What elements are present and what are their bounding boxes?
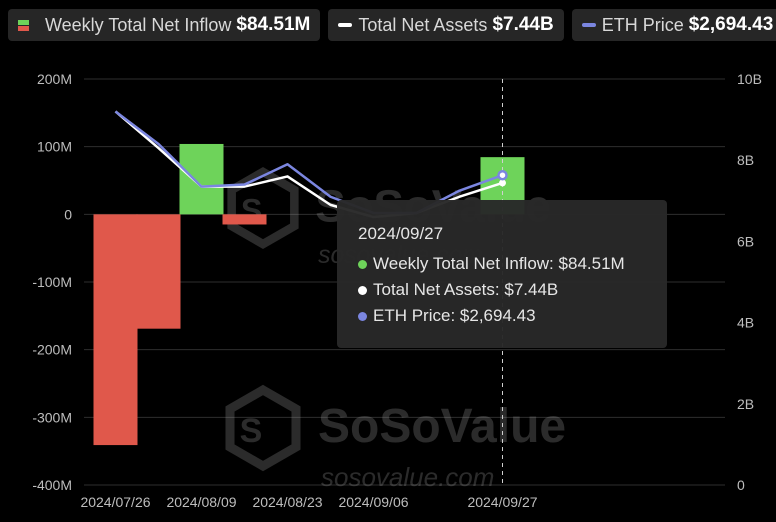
tooltip-row-price: ETH Price: $2,694.43 xyxy=(358,303,667,329)
y-right-tick-label: 10B xyxy=(737,71,762,87)
tooltip-label: Weekly Total Net Inflow: xyxy=(373,254,554,273)
series-dot-icon xyxy=(358,311,367,321)
net-assets-point xyxy=(499,179,506,187)
y-left-tick-label: 200M xyxy=(37,71,72,87)
legend-item-eth-price[interactable]: ETH Price $2,694.43 xyxy=(571,9,776,41)
logo-mark: S xyxy=(240,412,263,450)
x-tick-label: 2024/08/23 xyxy=(252,494,322,510)
y-right-tick-label: 8B xyxy=(737,152,754,168)
watermark-url: sosovalue.com xyxy=(321,462,494,492)
legend-item-net-assets[interactable]: Total Net Assets $7.44B xyxy=(328,9,564,41)
inflow-bar xyxy=(179,143,224,215)
tooltip-row-assets: Total Net Assets: $7.44B xyxy=(358,277,667,303)
y-right-tick-label: 0 xyxy=(737,477,745,493)
bar-swatch-icon xyxy=(18,19,29,31)
line-swatch-icon xyxy=(338,23,353,27)
y-right-tick-label: 4B xyxy=(737,315,754,331)
legend-value: $7.44B xyxy=(492,14,554,35)
tooltip-label: ETH Price: xyxy=(373,306,456,325)
line-swatch-icon xyxy=(581,23,596,27)
y-left-tick-label: -400M xyxy=(32,477,72,493)
legend-value: $84.51M xyxy=(236,14,311,35)
legend-label: Total Net Assets xyxy=(358,14,488,35)
x-tick-label: 2024/07/26 xyxy=(80,494,150,510)
y-left-tick-label: -300M xyxy=(32,409,72,425)
bar-series xyxy=(93,143,525,446)
tooltip-value: $2,694.43 xyxy=(459,306,536,325)
legend-value: $2,694.43 xyxy=(688,14,774,35)
x-tick-label: 2024/09/27 xyxy=(467,494,537,510)
tooltip-date: 2024/09/27 xyxy=(358,224,444,243)
legend-label: ETH Price xyxy=(601,14,684,35)
tooltip-value: $84.51M xyxy=(558,254,625,273)
logo-hex-icon xyxy=(227,166,299,250)
tooltip-label: Total Net Assets: xyxy=(373,280,500,299)
legend-item-inflow[interactable]: Weekly Total Net Inflow $84.51M xyxy=(8,9,321,41)
logo-hex-icon xyxy=(225,384,301,472)
inflow-bar xyxy=(222,214,267,225)
y-left-tick-label: -200M xyxy=(32,342,72,358)
y-left-tick-label: 100M xyxy=(37,139,72,155)
watermark: S SoSoValue sosovalue.com xyxy=(225,384,566,492)
y-right-tick-label: 2B xyxy=(737,396,754,412)
series-dot-icon xyxy=(358,285,367,295)
chart-tooltip: 2024/09/27 Weekly Total Net Inflow: $84.… xyxy=(337,200,667,348)
tooltip-value: $7.44B xyxy=(504,280,559,299)
axis-labels: 200M 100M 0 -100M -200M -300M -400M 10B 8B 6B 4B 2B… xyxy=(32,71,762,510)
y-right-tick-label: 6B xyxy=(737,233,754,249)
legend-label: Weekly Total Net Inflow xyxy=(45,14,232,35)
x-tick-label: 2024/08/09 xyxy=(166,494,236,510)
series-dot-icon xyxy=(358,259,367,269)
tooltip-row-inflow: Weekly Total Net Inflow: $84.51M xyxy=(358,251,667,277)
eth-price-point xyxy=(497,169,508,181)
x-tick-label: 2024/09/06 xyxy=(338,494,408,510)
inflow-bar xyxy=(136,214,181,329)
legend-bar: Weekly Total Net Inflow $84.51M Total Ne… xyxy=(8,9,776,43)
watermark-brand: SoSoValue xyxy=(318,400,566,453)
y-left-tick-label: -100M xyxy=(32,274,72,290)
y-left-tick-label: 0 xyxy=(64,206,72,222)
inflow-bar xyxy=(93,214,138,446)
